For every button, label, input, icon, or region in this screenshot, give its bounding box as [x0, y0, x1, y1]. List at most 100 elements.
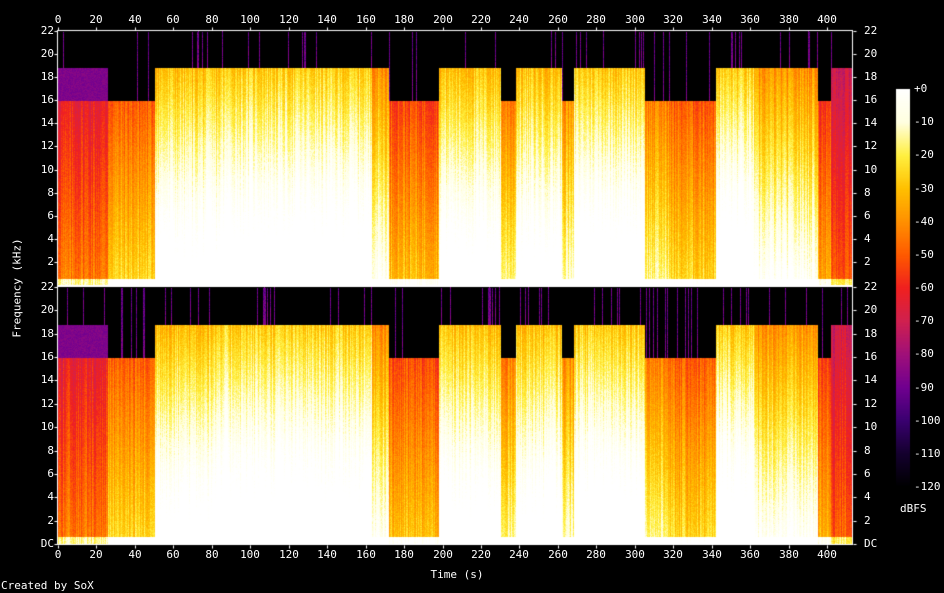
x-tick-bottom: 100 [240, 548, 260, 561]
x-tick-top: 400 [817, 13, 837, 26]
y-tick-right: 16 [864, 350, 878, 363]
y-tick-right: 10 [864, 163, 878, 176]
y-tick-right: 12 [864, 397, 878, 410]
y-tick-left: 8 [47, 186, 54, 199]
x-tick-top: 0 [54, 13, 62, 26]
x-tick-top: 360 [740, 13, 760, 26]
y-tick-left: 6 [47, 467, 54, 480]
colorbar-tick: -50 [914, 247, 934, 261]
x-tick-top: 140 [317, 13, 337, 26]
y-tick-right: 14 [864, 373, 878, 386]
y-tick-left: 20 [40, 303, 54, 316]
y-tick-left: 4 [47, 490, 54, 503]
colorbar-tick: -40 [914, 214, 934, 228]
y-tick-left: 10 [40, 420, 54, 433]
x-tick-bottom: 20 [89, 548, 103, 561]
x-tick-top: 380 [779, 13, 799, 26]
y-axis-label: Frequency (kHz) [10, 238, 24, 338]
x-tick-top: 260 [548, 13, 568, 26]
y-tick-left: 6 [47, 209, 54, 222]
colorbar-tick: -10 [914, 115, 934, 129]
x-tick-bottom: 140 [317, 548, 337, 561]
y-tick-left: 2 [47, 514, 54, 527]
credit-text: Created by SoX [1, 579, 94, 592]
colorbar-tick: -100 [914, 413, 941, 427]
x-tick-bottom: 120 [279, 548, 299, 561]
colorbar-tick: -70 [914, 314, 934, 328]
y-tick-left: 16 [40, 93, 54, 106]
x-tick-bottom: 280 [586, 548, 606, 561]
y-tick-left: 14 [40, 373, 54, 386]
y-tick-right: 4 [864, 490, 871, 503]
x-axis-label: Time (s) [430, 568, 484, 581]
colorbar-tick: -90 [914, 380, 934, 394]
x-tick-top: 300 [625, 13, 645, 26]
x-tick-bottom: 200 [433, 548, 453, 561]
y-tick-right: 4 [864, 232, 871, 245]
x-tick-bottom: 0 [54, 548, 62, 561]
y-tick-left: 12 [40, 397, 54, 410]
x-tick-top: 240 [509, 13, 529, 26]
x-tick-top: 100 [240, 13, 260, 26]
x-tick-bottom: 260 [548, 548, 568, 561]
y-tick-right: 10 [864, 420, 878, 433]
x-tick-bottom: 340 [702, 548, 722, 561]
y-tick-left: 8 [47, 444, 54, 457]
y-tick-left: 22 [40, 24, 54, 37]
x-tick-bottom: 180 [394, 548, 414, 561]
y-tick-right: 6 [864, 467, 871, 480]
x-tick-bottom: 300 [625, 548, 645, 561]
y-tick-left: 22 [40, 280, 54, 293]
x-tick-bottom: 160 [356, 548, 376, 561]
y-tick-right: 2 [864, 255, 871, 268]
colorbar-tick: -120 [914, 480, 941, 493]
y-tick-right: 22 [864, 280, 878, 293]
y-tick-right: 18 [864, 70, 878, 83]
y-tick-left: DC [40, 537, 54, 550]
y-tick-left: 18 [40, 327, 54, 340]
x-tick-top: 80 [205, 13, 219, 26]
y-tick-right: 14 [864, 116, 878, 129]
x-tick-top: 20 [89, 13, 103, 26]
x-tick-top: 200 [433, 13, 453, 26]
x-tick-top: 280 [586, 13, 606, 26]
x-tick-bottom: 360 [740, 548, 760, 561]
x-tick-top: 60 [166, 13, 180, 26]
x-tick-bottom: 60 [166, 548, 180, 561]
colorbar-unit-label: dBFS [900, 502, 927, 515]
colorbar-tick: +0 [914, 82, 928, 95]
x-tick-top: 340 [702, 13, 722, 26]
y-tick-right: 18 [864, 327, 878, 340]
y-tick-left: 4 [47, 232, 54, 245]
colorbar-tick: -110 [914, 446, 941, 460]
x-tick-bottom: 320 [663, 548, 683, 561]
x-tick-bottom: 400 [817, 548, 837, 561]
colorbar-tick: -20 [914, 148, 934, 162]
x-tick-bottom: 40 [128, 548, 142, 561]
colorbar-tick: -80 [914, 347, 934, 361]
x-tick-top: 220 [471, 13, 491, 26]
x-tick-bottom: 220 [471, 548, 491, 561]
y-tick-right: 16 [864, 93, 878, 106]
y-tick-right: DC [864, 537, 878, 550]
y-tick-right: 2 [864, 514, 871, 527]
colorbar-tick: -30 [914, 181, 934, 195]
y-tick-right: 20 [864, 47, 878, 60]
x-tick-top: 160 [356, 13, 376, 26]
y-tick-right: 12 [864, 139, 878, 152]
y-tick-right: 22 [864, 24, 878, 37]
x-tick-top: 180 [394, 13, 414, 26]
y-tick-left: 14 [40, 116, 54, 129]
y-tick-left: 12 [40, 139, 54, 152]
x-tick-bottom: 240 [509, 548, 529, 561]
y-tick-left: 10 [40, 163, 54, 176]
y-tick-right: 20 [864, 303, 878, 316]
y-tick-right: 8 [864, 186, 871, 199]
y-tick-left: 16 [40, 350, 54, 363]
x-tick-top: 120 [279, 13, 299, 26]
y-tick-left: 18 [40, 70, 54, 83]
x-tick-top: 40 [128, 13, 142, 26]
x-tick-bottom: 80 [205, 548, 219, 561]
x-tick-bottom: 380 [779, 548, 799, 561]
